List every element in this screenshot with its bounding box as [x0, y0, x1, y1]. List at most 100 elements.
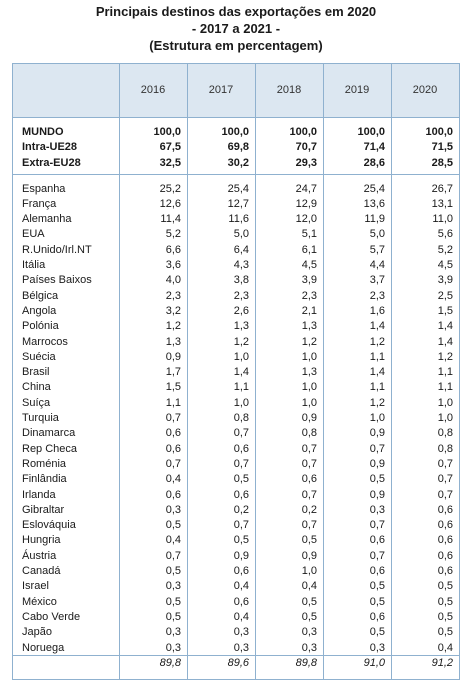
value-cell-2016: 12,6 [159, 197, 181, 210]
value-cell-2017: 0,7 [233, 427, 249, 440]
value-cell-2018: 1,0 [301, 350, 317, 363]
value-cell-2017: 0,4 [233, 610, 249, 623]
row-label: Itália [22, 259, 46, 271]
value-cell-2016: 67,5 [159, 141, 181, 154]
value-cell-2018: 1,2 [301, 335, 317, 348]
value-cell-2019: 4,4 [369, 259, 385, 271]
value-cell-2019: 0,7 [369, 442, 385, 455]
value-cell-2017: 0,3 [233, 626, 249, 639]
country-row: Hungria 0,4 0,5 0,5 0,6 0,6 [13, 533, 459, 548]
value-cell-2020: 1,2 [437, 350, 453, 363]
value-cell-2016: 0,4 [165, 534, 181, 547]
row-label: Polónia [22, 320, 59, 333]
row-label: Japão [22, 626, 52, 639]
value-cell-2019: 0,9 [369, 457, 385, 470]
value-cell-2016: 0,7 [165, 457, 181, 470]
country-row: Suécia 0,9 1,0 1,0 1,1 1,2 [13, 350, 459, 365]
value-cell-2016: 32,5 [159, 156, 181, 169]
value-cell-2016: 0,5 [165, 610, 181, 623]
country-row: Espanha 25,2 25,4 24,7 25,4 26,7 [13, 182, 459, 197]
value-cell-2018: 1,0 [301, 565, 317, 577]
section-divider [13, 174, 459, 175]
value-cell-2019: 1,4 [369, 366, 385, 379]
value-cell-2019: 91,0 [363, 657, 385, 670]
value-cell-2016: 1,3 [165, 335, 181, 348]
row-label: China [22, 381, 51, 394]
value-cell-2016: 0,5 [165, 595, 181, 608]
value-cell-2018: 89,8 [295, 657, 317, 670]
value-cell-2020: 0,5 [437, 626, 453, 639]
value-cell-2017: 0,8 [233, 412, 249, 424]
value-cell-2017: 5,0 [233, 228, 249, 241]
country-row: Brasil 1,7 1,4 1,3 1,4 1,1 [13, 365, 459, 380]
value-cell-2020: 2,5 [437, 289, 453, 302]
value-cell-2017: 69,8 [227, 141, 249, 154]
value-cell-2019: 0,9 [369, 488, 385, 501]
value-cell-2018: 0,6 [301, 473, 317, 486]
value-cell-2018: 1,3 [301, 366, 317, 379]
value-cell-2020: 0,6 [437, 549, 453, 562]
value-cell-2017: 2,6 [233, 304, 249, 317]
header-year-2017: 2017 [208, 84, 234, 96]
value-cell-2020: 1,0 [437, 396, 453, 409]
value-cell-2016: 2,3 [165, 289, 181, 302]
header-year-2018: 2018 [276, 84, 302, 96]
value-cell-2017: 25,4 [227, 182, 249, 195]
value-cell-2018: 0,3 [301, 626, 317, 639]
total-divider [13, 655, 459, 657]
value-cell-2020: 1,1 [437, 381, 453, 394]
table-subtitle-period: - 2017 a 2021 - [191, 21, 281, 36]
country-row: Israel 0,3 0,4 0,4 0,5 0,5 [13, 579, 459, 594]
value-cell-2019: 0,6 [369, 534, 385, 547]
value-cell-2018: 0,7 [301, 442, 317, 455]
table-header: 2016 2017 2018 2019 2020 [13, 64, 459, 118]
value-cell-2017: 0,3 [233, 641, 249, 654]
value-cell-2016: 0,3 [165, 641, 181, 654]
value-cell-2018: 24,7 [295, 182, 317, 195]
value-cell-2016: 1,1 [165, 396, 181, 409]
value-cell-2019: 0,6 [369, 610, 385, 623]
value-cell-2020: 1,0 [437, 412, 453, 424]
value-cell-2016: 1,7 [165, 366, 181, 379]
value-cell-2017: 30,2 [227, 156, 249, 169]
row-label: Eslováquia [22, 519, 76, 532]
country-row: Marrocos 1,3 1,2 1,2 1,2 1,4 [13, 335, 459, 350]
row-label: México [22, 595, 57, 608]
country-row: Gibraltar 0,3 0,2 0,2 0,3 0,6 [13, 503, 459, 518]
row-label: Suécia [22, 350, 56, 363]
row-label: França [22, 197, 57, 210]
value-cell-2018: 0,7 [301, 488, 317, 501]
row-label: Gibraltar [22, 503, 65, 516]
value-cell-2018: 2,3 [301, 289, 317, 302]
value-cell-2020: 1,4 [437, 335, 453, 348]
value-cell-2020: 0,6 [437, 534, 453, 547]
value-cell-2020: 71,5 [431, 141, 453, 154]
value-cell-2016: 0,9 [165, 350, 181, 363]
value-cell-2019: 1,1 [369, 381, 385, 394]
value-cell-2018: 2,1 [301, 304, 317, 317]
value-cell-2019: 1,2 [369, 396, 385, 409]
value-cell-2017: 0,4 [233, 580, 249, 593]
value-cell-2019: 11,9 [364, 213, 385, 226]
value-cell-2017: 1,0 [233, 396, 249, 409]
value-cell-2020: 3,9 [437, 274, 453, 287]
value-cell-2017: 1,3 [233, 320, 249, 333]
row-label: Noruega [22, 641, 65, 654]
country-row: Cabo Verde 0,5 0,4 0,5 0,6 0,5 [13, 610, 459, 625]
summary-row: Extra-EU28 32,5 30,2 29,3 28,6 28,5 [13, 156, 459, 171]
value-cell-2018: 12,9 [295, 197, 317, 210]
value-cell-2019: 0,3 [369, 503, 385, 516]
value-cell-2019: 5,7 [369, 243, 385, 256]
country-row: Finlândia 0,4 0,5 0,6 0,5 0,7 [13, 472, 459, 487]
value-cell-2018: 12,0 [295, 213, 317, 226]
value-cell-2016: 0,4 [165, 473, 181, 486]
value-cell-2020: 1,4 [437, 320, 453, 333]
value-cell-2016: 5,2 [165, 228, 181, 241]
row-label: Bélgica [22, 289, 59, 302]
value-cell-2019: 0,9 [369, 427, 385, 440]
value-cell-2017: 0,2 [233, 503, 249, 516]
country-row: Suíça 1,1 1,0 1,0 1,2 1,0 [13, 396, 459, 411]
value-cell-2018: 100,0 [289, 126, 317, 138]
header-year-2019: 2019 [344, 84, 370, 96]
value-cell-2016: 0,6 [165, 488, 181, 501]
